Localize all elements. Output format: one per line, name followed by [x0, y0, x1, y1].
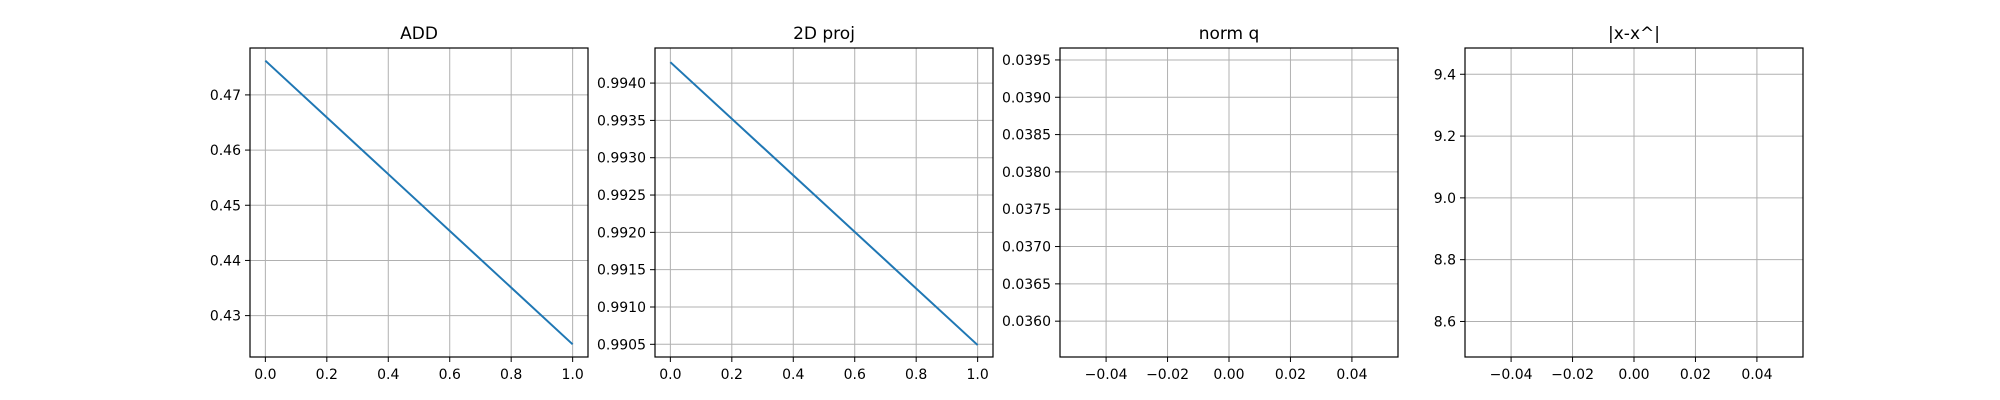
- y-tick-label: 8.6: [1434, 314, 1456, 330]
- y-tick-label: 0.47: [210, 88, 241, 104]
- chart-panel-1: 0.0 0.2 0.4 0.6 0.8 1.0 0.43 0.44 0.45 0.46 0.47 AD…: [210, 24, 589, 383]
- y-tick-label: 0.9905: [597, 337, 646, 353]
- x-tick-label: −0.04: [1490, 367, 1533, 383]
- y-tick-label: 0.9910: [597, 300, 646, 316]
- chart-title: ADD: [400, 24, 438, 44]
- chart-panel-2: 0.0 0.2 0.4 0.6 0.8 1.0 0.9905 0.9910 0.9915 0.99…: [597, 24, 994, 383]
- y-tick-label: 0.0370: [1002, 240, 1051, 256]
- x-tick-label: 0.2: [316, 367, 338, 383]
- x-tick-label: 0.0: [254, 367, 276, 383]
- x-tick-label: 0.8: [905, 367, 927, 383]
- y-tick-label: 0.43: [210, 309, 241, 325]
- y-tick-label: 0.0360: [1002, 314, 1051, 330]
- y-tick-label: 0.9930: [597, 151, 646, 167]
- x-tick-label: 0.04: [1741, 367, 1772, 383]
- x-tick-label: 0.02: [1275, 367, 1306, 383]
- x-tick-label: −0.02: [1551, 367, 1594, 383]
- y-tick-label: 8.8: [1434, 253, 1456, 269]
- y-tick-label: 9.4: [1434, 67, 1456, 83]
- y-tick-label: 0.9940: [597, 76, 646, 92]
- x-tick-label: 0.02: [1680, 367, 1711, 383]
- y-tick-label: 9.0: [1434, 191, 1456, 207]
- x-tick-label: 0.0: [659, 367, 681, 383]
- y-tick-label: 0.0380: [1002, 165, 1051, 181]
- y-tick-label: 0.9925: [597, 188, 646, 204]
- y-tick-label: 0.0395: [1002, 53, 1051, 69]
- y-tick-label: 0.44: [210, 253, 241, 269]
- plot-frame: [1464, 47, 1804, 358]
- x-tick-label: 0.4: [377, 367, 399, 383]
- x-tick-label: 0.6: [844, 367, 866, 383]
- plot-frame: [654, 47, 994, 358]
- y-tick-label: 0.9920: [597, 225, 646, 241]
- x-tick-label: 0.8: [500, 367, 522, 383]
- series-line: [264, 59, 574, 346]
- x-tick-label: 1.0: [967, 367, 989, 383]
- x-tick-label: 0.4: [782, 367, 804, 383]
- chart-panel-4: −0.04 −0.02 0.00 0.02 0.04 8.6 8.8 9.0 9.2 9.4 |x-…: [1434, 24, 1804, 383]
- y-tick-label: 0.9935: [597, 113, 646, 129]
- x-tick-label: 0.00: [1618, 367, 1649, 383]
- chart-title: |x-x^|: [1608, 24, 1660, 44]
- y-tick-label: 0.0390: [1002, 90, 1051, 106]
- y-tick-label: 9.2: [1434, 129, 1456, 145]
- y-tick-label: 0.9915: [597, 263, 646, 279]
- y-tick-label: 0.0365: [1002, 277, 1051, 293]
- chart-panel-3: −0.04 −0.02 0.00 0.02 0.04 0.0360 0.0365 0.0370…: [1002, 24, 1399, 383]
- x-tick-label: 0.00: [1213, 367, 1244, 383]
- plot-frame: [1059, 47, 1399, 358]
- plot-frame: [249, 47, 589, 358]
- y-tick-label: 0.0385: [1002, 128, 1051, 144]
- x-tick-label: 1.0: [562, 367, 584, 383]
- y-tick-label: 0.0375: [1002, 202, 1051, 218]
- x-tick-label: −0.04: [1085, 367, 1128, 383]
- x-tick-label: 0.04: [1336, 367, 1367, 383]
- chart-title: norm q: [1199, 24, 1260, 44]
- y-tick-label: 0.46: [210, 143, 241, 159]
- x-tick-label: 0.2: [721, 367, 743, 383]
- series-line: [669, 61, 979, 346]
- chart-title: 2D proj: [793, 24, 855, 44]
- x-tick-label: 0.6: [439, 367, 461, 383]
- y-tick-label: 0.45: [210, 198, 241, 214]
- x-tick-label: −0.02: [1146, 367, 1189, 383]
